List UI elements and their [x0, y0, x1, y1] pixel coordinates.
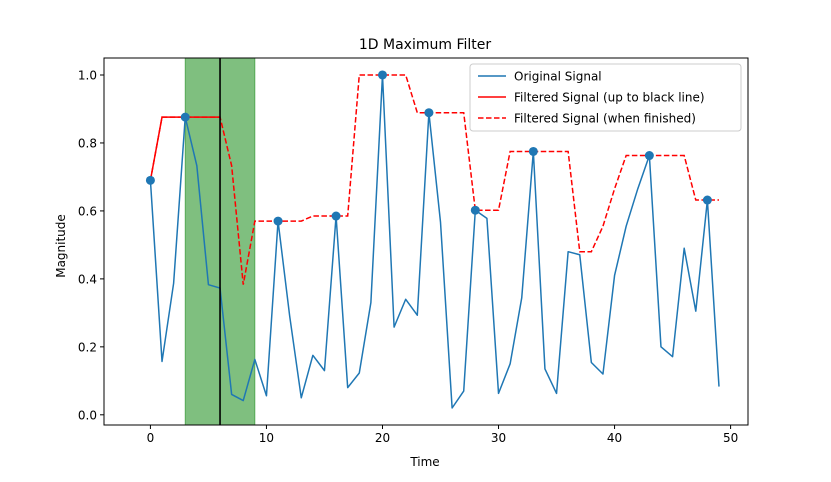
peak-marker: [180, 112, 190, 122]
plot-area: 0 10 20 30 40 50 0.0 0.2 0.4 0.6 0.8 1.0 Original Si…: [78, 57, 749, 445]
x-tick-label: 10: [259, 431, 274, 445]
x-tick-label: 0: [147, 431, 155, 445]
peak-marker: [528, 146, 538, 156]
legend-box: [469, 63, 742, 132]
x-axis-label: Time: [409, 455, 439, 469]
peak-marker: [470, 205, 480, 215]
legend-entry: Filtered Signal (when finished): [514, 112, 696, 126]
y-tick-label: 0.4: [78, 272, 97, 286]
peak-marker: [702, 195, 712, 205]
x-tick-label: 50: [723, 431, 738, 445]
series-filtered-finished: [149, 74, 719, 285]
peak-marker: [377, 70, 387, 80]
peak-marker: [273, 216, 283, 226]
legend-entry: Filtered Signal (up to black line): [514, 91, 705, 105]
y-axis-label: Magnitude: [54, 214, 68, 278]
y-tick-label: 0.8: [78, 136, 97, 150]
chart-title: 1D Maximum Filter: [359, 37, 491, 53]
axes-frame: [103, 57, 749, 426]
x-tick-label: 20: [375, 431, 390, 445]
peak-marker: [145, 175, 155, 185]
y-tick-label: 1.0: [78, 68, 97, 82]
y-tick-label: 0.2: [78, 340, 97, 354]
x-tick-label: 30: [491, 431, 506, 445]
x-tick-label: 40: [607, 431, 622, 445]
peak-marker: [424, 108, 434, 118]
y-tick-label: 0.6: [78, 204, 97, 218]
y-tick-label: 0.0: [78, 408, 97, 422]
peak-marker: [331, 211, 341, 221]
legend-entry: Original Signal: [514, 70, 602, 84]
peak-marker: [644, 151, 654, 161]
series-original-signal: [149, 74, 720, 409]
